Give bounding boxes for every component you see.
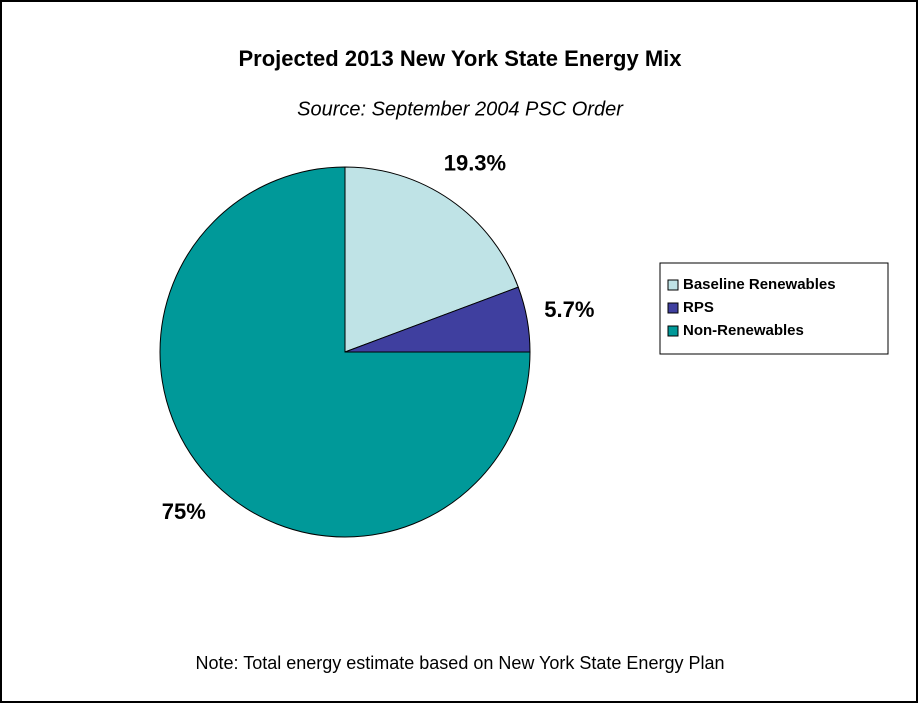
value-label: 19.3%	[444, 150, 506, 175]
value-label: 75%	[162, 499, 206, 524]
legend-swatch	[667, 302, 679, 314]
legend-box	[659, 262, 889, 355]
legend-label: Baseline Renewables	[683, 276, 836, 293]
note: Note: Total energy estimate based on New…	[196, 653, 725, 673]
chart-title: Projected 2013 New York State Energy Mix	[238, 46, 682, 71]
legend-label: RPS	[683, 299, 714, 316]
legend-label: Non-Renewables	[683, 322, 804, 339]
pie-slice	[344, 166, 519, 353]
legend-swatch	[667, 279, 679, 291]
pie-slice	[159, 166, 531, 538]
chart-subtitle: Source: September 2004 PSC Order	[297, 98, 624, 120]
value-label: 5.7%	[544, 297, 594, 322]
legend-swatch	[667, 325, 679, 337]
